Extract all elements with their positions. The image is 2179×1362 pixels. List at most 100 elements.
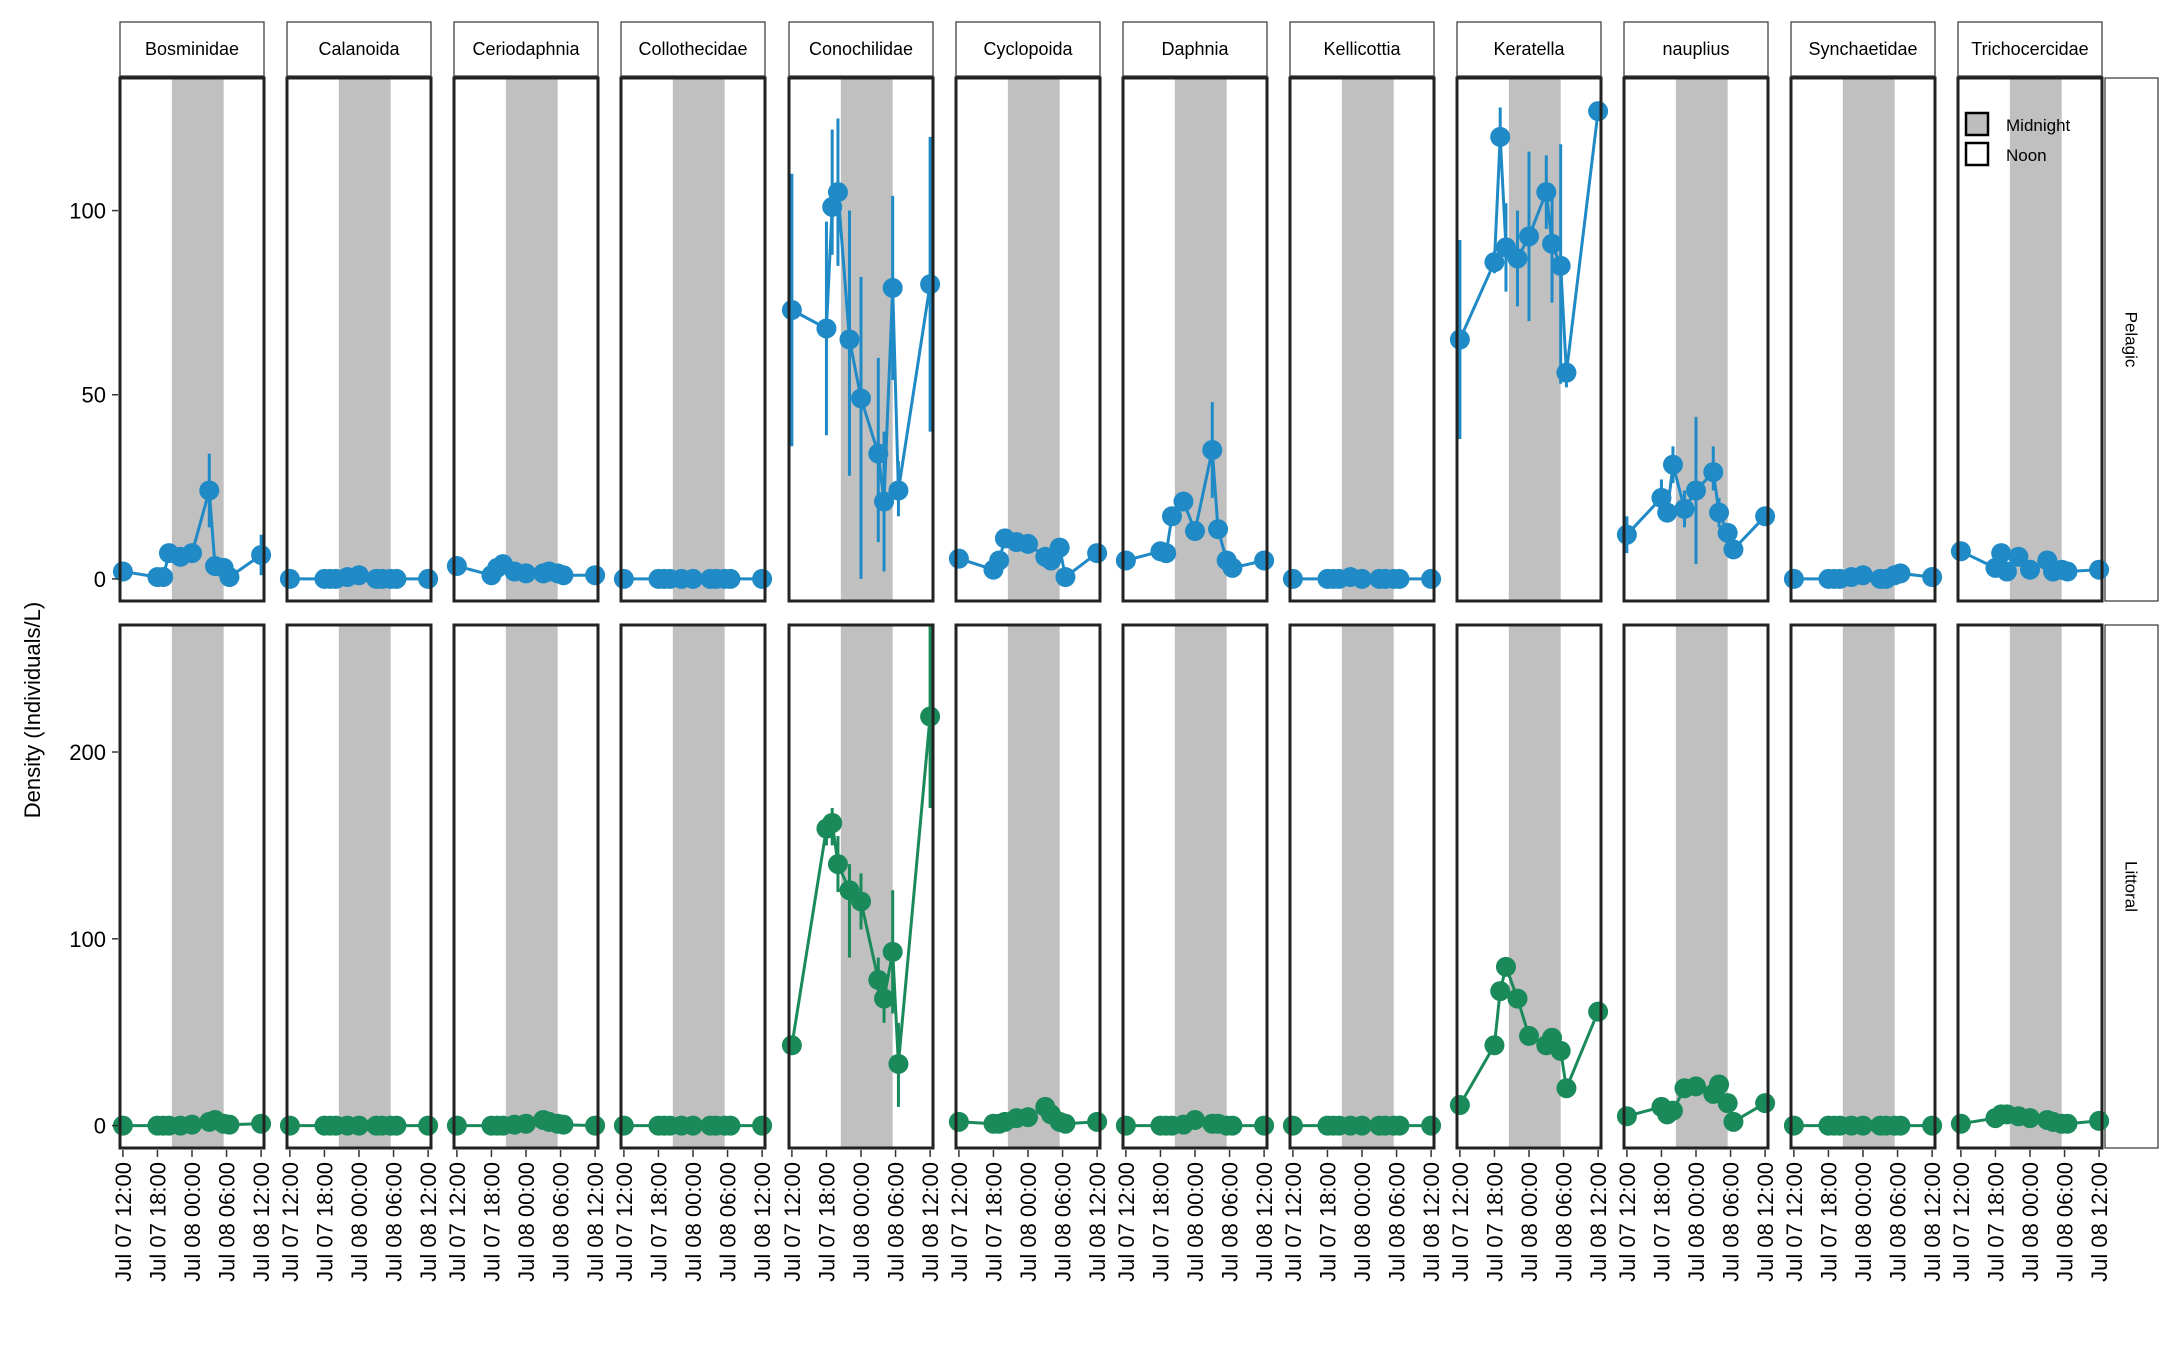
x-tick-label: Jul 07 18:00	[145, 1162, 170, 1282]
legend-label: Noon	[2006, 146, 2047, 165]
y-axis-littoral: 0 100 200	[69, 740, 118, 1139]
x-tick-label: Jul 08 00:00	[1684, 1162, 1709, 1282]
data-point	[683, 1115, 703, 1136]
data-point	[1185, 521, 1205, 542]
panel-pelagic-calanoida	[279, 76, 439, 603]
data-point	[948, 1111, 969, 1132]
night-band	[1842, 78, 1895, 601]
x-tick-label: Jul 07 18:00	[1649, 1162, 1674, 1282]
strip-box	[955, 21, 1101, 77]
x-tick-label: Jul 08 06:00	[1385, 1162, 1410, 1282]
panel-border	[452, 623, 600, 1150]
strip-label-bosminidae: Bosminidae	[145, 39, 239, 59]
night-band	[1675, 625, 1728, 1148]
data-point	[1185, 1109, 1205, 1130]
strip-box	[1456, 21, 1602, 77]
data-point	[386, 1115, 407, 1136]
data-point	[2020, 559, 2040, 580]
data-point	[386, 568, 407, 589]
data-point	[1542, 233, 1563, 254]
data-point	[882, 941, 903, 962]
x-tick-label: Jul 07 12:00	[1949, 1162, 1974, 1282]
panel-border	[1956, 623, 2104, 1150]
panel-border	[285, 76, 433, 603]
data-point	[1519, 1025, 1539, 1046]
strip-box	[286, 21, 432, 77]
data-point	[1588, 101, 1609, 122]
facet-panels: Bosminidae Calanoida Ceriodaphnia Collothec…	[112, 21, 2159, 1150]
legend: Midnight Noon	[1964, 111, 2071, 167]
night-band	[672, 78, 725, 601]
data-point	[2057, 1113, 2078, 1134]
x-tick-label: Jul 07 12:00	[445, 1162, 470, 1282]
data-point	[1717, 522, 1738, 543]
data-point	[1588, 1001, 1609, 1022]
data-point	[868, 969, 889, 990]
x-tick-label: Jul 07 18:00	[646, 1162, 671, 1282]
panel-border	[1455, 623, 1603, 1150]
strip-box	[119, 21, 265, 77]
x-tick-label: Jul 08 00:00	[1183, 1162, 1208, 1282]
x-tick-label: Jul 08 12:00	[918, 1162, 943, 1282]
data-point	[1616, 524, 1637, 545]
strip-label-daphnia: Daphnia	[1161, 39, 1229, 59]
data-point	[1161, 506, 1182, 527]
night-band	[672, 625, 725, 1148]
panel-border	[1121, 76, 1269, 603]
x-tick-label: Jul 07 12:00	[1114, 1162, 1139, 1282]
night-band	[1341, 78, 1394, 601]
panel-border	[1622, 76, 1770, 603]
y-tick-label: 200	[69, 740, 106, 765]
data-point	[1421, 1115, 1442, 1136]
data-point	[1254, 1115, 1275, 1136]
data-point	[827, 854, 848, 875]
data-point	[1222, 1115, 1243, 1136]
data-point	[1550, 255, 1571, 276]
data-point	[1282, 1115, 1303, 1136]
data-point	[2089, 1110, 2110, 1131]
data-point	[1222, 557, 1243, 578]
data-point	[1254, 550, 1275, 571]
panel-littoral-kellicottia	[1282, 623, 1442, 1150]
data-point	[1173, 491, 1194, 512]
y-tick-label: 100	[69, 927, 106, 952]
panel-border	[787, 623, 935, 1150]
x-tick-label: Jul 08 06:00	[1051, 1162, 1076, 1282]
x-tick-label: Jul 08 06:00	[382, 1162, 407, 1282]
strip-box	[453, 21, 599, 77]
data-point	[1657, 502, 1678, 523]
y-axes: 0 50 100 0 100 200	[69, 199, 118, 1139]
data-point	[153, 567, 174, 588]
data-point	[920, 706, 941, 727]
data-point	[1556, 1078, 1577, 1099]
data-point	[816, 318, 837, 339]
legend-swatch	[1964, 141, 1990, 167]
panel-pelagic-nauplius	[1616, 76, 1776, 603]
panel-border	[954, 76, 1102, 603]
x-tick-label: Jul 08 00:00	[1350, 1162, 1375, 1282]
data-point	[1484, 252, 1505, 273]
y-tick-label: 0	[94, 1114, 106, 1139]
data-point	[1755, 1093, 1776, 1114]
data-point	[1087, 543, 1108, 564]
panel-pelagic-conochilidae	[781, 76, 941, 603]
legend-item-midnight: Midnight	[1964, 111, 2071, 137]
x-tick-label: Jul 08 06:00	[549, 1162, 574, 1282]
data-point	[219, 567, 240, 588]
strip-label-collothecidae: Collothecidae	[638, 39, 747, 59]
panel-border	[619, 76, 767, 603]
data-point	[839, 329, 860, 350]
data-point	[1556, 362, 1577, 383]
strip-label-trichocercidae: Trichocercidae	[1971, 39, 2088, 59]
y-tick-label: 50	[82, 383, 106, 408]
data-point	[446, 556, 467, 577]
panel-pelagic-synchaetidae	[1783, 76, 1943, 603]
x-tick-label: Jul 08 12:00	[1753, 1162, 1778, 1282]
data-point	[781, 1035, 802, 1056]
data-point	[112, 561, 133, 582]
strip-label-calanoida: Calanoida	[318, 39, 400, 59]
panel-littoral-conochilidae	[781, 623, 941, 1150]
data-point	[989, 550, 1010, 571]
data-point	[1519, 226, 1539, 247]
x-tick-label: Jul 07 12:00	[612, 1162, 637, 1282]
